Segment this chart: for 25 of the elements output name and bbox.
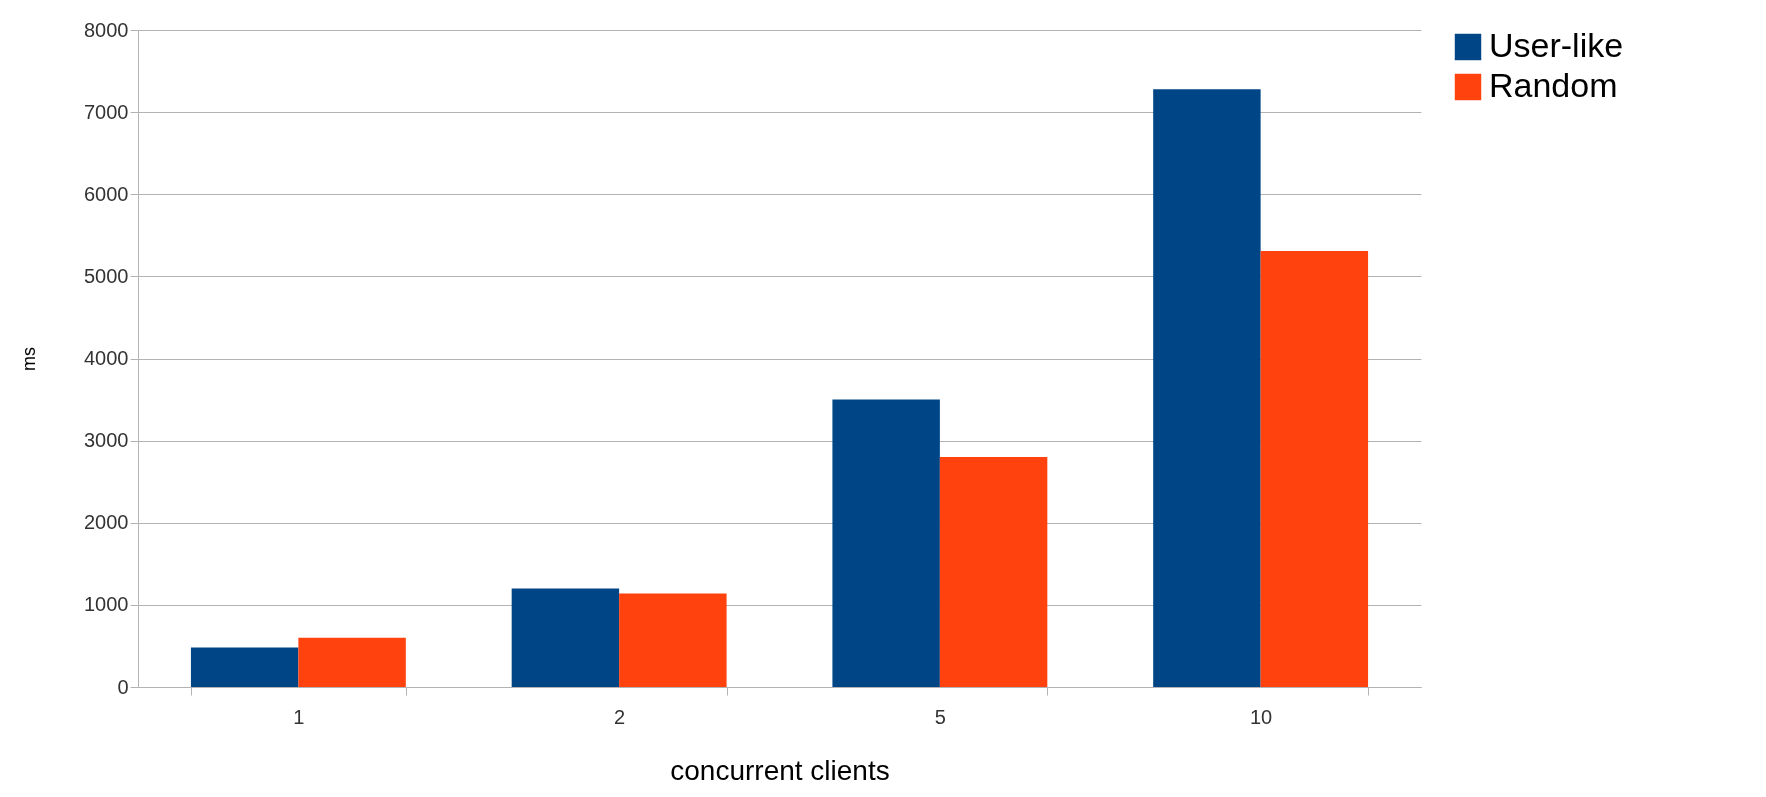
- legend-label: Random: [1489, 66, 1618, 104]
- y-tick-label: 0: [117, 675, 129, 698]
- bar: [832, 399, 940, 687]
- bar: [939, 457, 1048, 687]
- y-tick-label: 7000: [84, 100, 129, 123]
- x-tick-label: 2: [614, 705, 626, 728]
- x-axis-title: concurrent clients: [670, 754, 890, 786]
- bar: [619, 593, 727, 687]
- bar: [1260, 250, 1369, 687]
- y-axis-title: ms: [19, 347, 40, 371]
- bar: [298, 637, 406, 687]
- y-tick-label: 6000: [84, 182, 129, 205]
- y-tick-label: 8000: [84, 18, 129, 41]
- y-tick-label: 4000: [84, 347, 129, 369]
- bar: [1153, 89, 1261, 687]
- x-tick-label: 1: [293, 705, 305, 728]
- legend-label: User-like: [1489, 26, 1624, 64]
- x-tick-label: 5: [934, 705, 946, 728]
- bar: [511, 588, 620, 687]
- y-tick-label: 1000: [84, 593, 129, 616]
- y-tick-label: 3000: [84, 429, 129, 452]
- y-tick-label: 2000: [84, 511, 129, 534]
- bar: [190, 647, 299, 687]
- x-tick-label: 10: [1250, 705, 1273, 728]
- y-tick-label: 5000: [84, 264, 129, 287]
